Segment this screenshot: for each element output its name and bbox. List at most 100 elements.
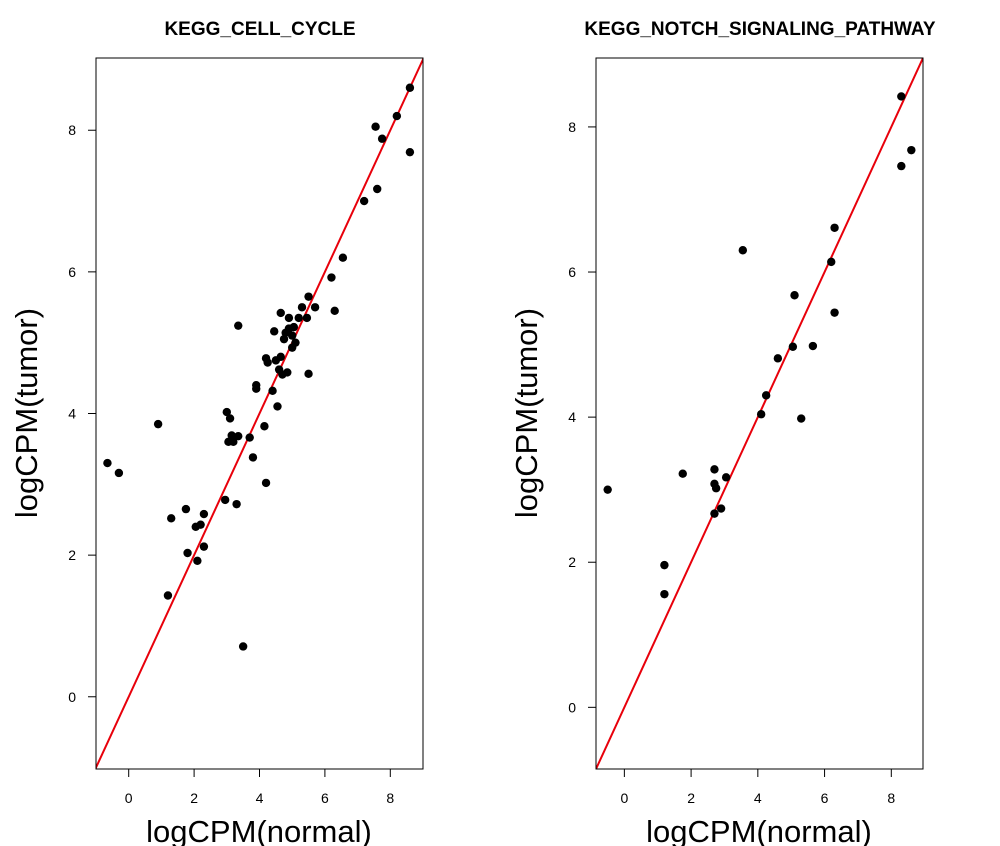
reference-line (596, 58, 923, 769)
data-point (268, 386, 277, 396)
y-tick-label: 8 (68, 122, 76, 138)
data-point (660, 560, 669, 570)
data-point (660, 589, 669, 599)
data-point (830, 308, 839, 317)
data-point (738, 246, 748, 255)
data-point (273, 402, 282, 411)
data-point (276, 308, 285, 318)
data-point (260, 422, 269, 431)
y-tick-label: 0 (568, 699, 576, 715)
x-tick-label: 6 (821, 790, 829, 806)
data-point (310, 303, 320, 312)
data-point (827, 257, 836, 267)
data-point (279, 334, 289, 344)
data-point (245, 433, 254, 442)
y-tick-label: 8 (568, 119, 576, 135)
y-tick-label: 2 (68, 547, 76, 563)
y-axis-title: logCPM(tumor) (509, 308, 544, 518)
data-point (359, 196, 369, 206)
data-point (330, 306, 339, 316)
y-tick-label: 6 (68, 264, 76, 280)
data-point (261, 478, 271, 488)
plot-area (96, 58, 423, 769)
plot-area (596, 58, 923, 769)
y-axis: 0 2 4 6 8 (568, 119, 597, 715)
data-point (227, 431, 236, 440)
data-point (392, 111, 402, 121)
data-point (788, 342, 798, 351)
chart-title: KEGG_NOTCH_SIGNALING_PATHWAY (584, 19, 936, 40)
y-tick-label: 6 (568, 264, 576, 280)
data-point (756, 410, 766, 419)
data-point (405, 147, 415, 157)
data-point (103, 458, 112, 468)
x-tick-label: 8 (386, 790, 394, 806)
panel-cell-cycle: KEGG_CELL_CYCLE 0 2 4 6 8 0 2 4 6 8 logCPM(norma… (9, 19, 424, 846)
data-point (377, 134, 387, 143)
reference-line (96, 58, 423, 769)
x-tick-label: 2 (190, 790, 198, 806)
data-point (288, 331, 297, 340)
data-point (373, 184, 382, 194)
data-point (222, 407, 231, 417)
data-point (297, 303, 307, 312)
data-point (808, 341, 818, 351)
data-point (153, 419, 163, 429)
data-point (897, 161, 906, 171)
data-point (283, 368, 292, 377)
data-point (238, 642, 248, 651)
y-tick-label: 2 (568, 554, 576, 570)
data-point (232, 499, 241, 509)
data-point (405, 83, 415, 92)
data-point (716, 504, 726, 513)
data-point (252, 380, 261, 390)
data-point (225, 414, 235, 423)
data-point (196, 520, 205, 529)
data-point (304, 292, 313, 301)
x-tick-label: 6 (321, 790, 329, 806)
x-axis: 0 2 4 6 8 (125, 768, 394, 806)
data-point (710, 509, 719, 518)
data-point (163, 591, 173, 600)
data-point (248, 453, 258, 462)
data-point (790, 291, 799, 300)
x-axis-title: logCPM(normal) (646, 814, 872, 846)
y-axis-title: logCPM(tumor) (9, 308, 44, 518)
data-point (181, 504, 191, 514)
y-tick-label: 0 (68, 689, 76, 705)
data-point (199, 542, 209, 551)
data-point (263, 358, 272, 367)
data-point (234, 431, 243, 441)
chart-title: KEGG_CELL_CYCLE (164, 19, 355, 40)
data-point (276, 352, 285, 362)
x-tick-label: 2 (687, 790, 695, 806)
data-point (220, 495, 230, 505)
data-point (721, 473, 731, 482)
x-axis: 0 2 4 6 8 (620, 768, 895, 806)
data-point (830, 223, 839, 232)
data-point (183, 548, 192, 558)
data-point (797, 414, 806, 423)
y-tick-label: 4 (568, 409, 576, 425)
data-point (289, 322, 299, 332)
data-point (304, 369, 313, 379)
data-point (327, 273, 336, 282)
data-point (678, 469, 687, 478)
data-point (710, 465, 719, 474)
x-tick-label: 0 (620, 790, 628, 806)
x-tick-label: 8 (887, 790, 895, 806)
x-axis-title: logCPM(normal) (146, 814, 372, 846)
data-point (284, 313, 294, 323)
data-point (603, 485, 612, 494)
data-point (199, 509, 209, 519)
data-point (114, 468, 124, 478)
data-point (907, 145, 916, 155)
panel-notch-signaling: KEGG_NOTCH_SIGNALING_PATHWAY 0 2 4 6 8 0 2 4 6 8… (509, 19, 936, 846)
data-point (711, 484, 721, 493)
data-point (338, 253, 348, 262)
data-point (897, 92, 906, 101)
x-tick-label: 4 (754, 790, 762, 806)
data-point (761, 391, 771, 400)
data-point (773, 354, 783, 363)
